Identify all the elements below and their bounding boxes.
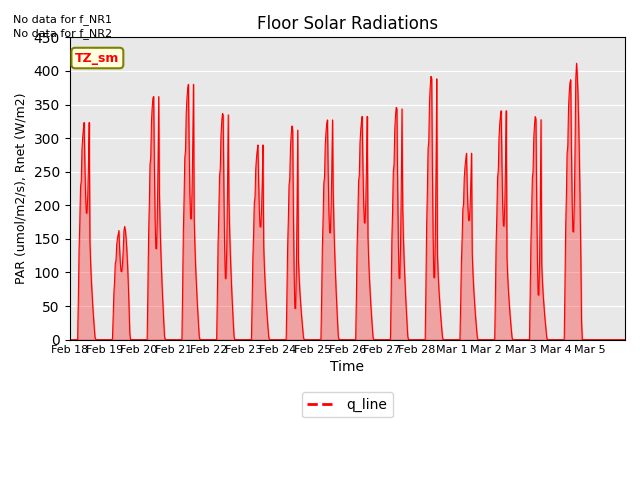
X-axis label: Time: Time — [330, 360, 364, 374]
Y-axis label: PAR (umol/m2/s), Rnet (W/m2): PAR (umol/m2/s), Rnet (W/m2) — [15, 93, 28, 284]
Text: TZ_sm: TZ_sm — [76, 51, 120, 64]
Title: Floor Solar Radiations: Floor Solar Radiations — [257, 15, 438, 33]
Text: No data for f_NR2: No data for f_NR2 — [13, 28, 112, 39]
Text: No data for f_NR1: No data for f_NR1 — [13, 13, 112, 24]
Legend: q_line: q_line — [302, 392, 393, 418]
